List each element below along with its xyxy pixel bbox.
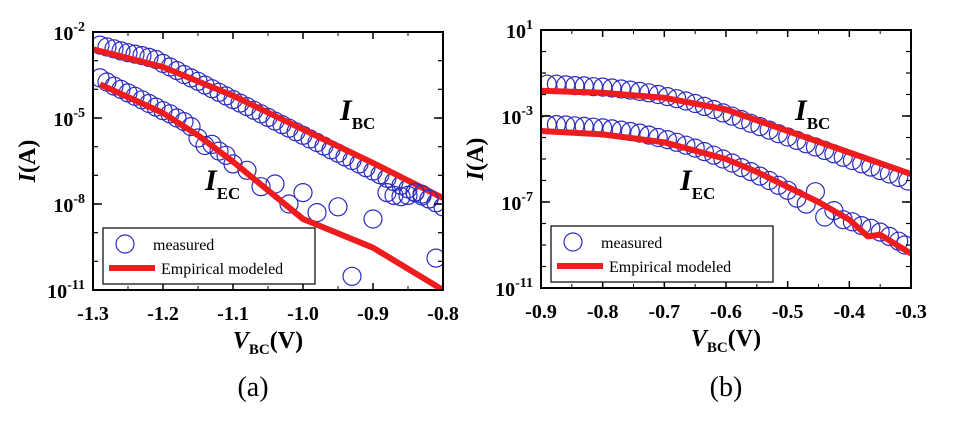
measured-series (541, 114, 911, 255)
x-tick-label: -1.0 (287, 303, 319, 325)
data-point (620, 80, 641, 100)
series-annotation: IEC (679, 164, 715, 203)
y-tick-label: 10-2 (53, 20, 85, 45)
x-axis-label: VBC(V) (233, 328, 303, 358)
data-point (391, 187, 411, 207)
data-point (870, 222, 890, 242)
data-point (97, 37, 117, 57)
panel-b: -0.9 -0.8 -0.7 -0.6 -0.5 -0.4 -0.310110-310-71… (463, 18, 927, 403)
data-point (363, 209, 383, 229)
data-point (111, 41, 131, 61)
x-tick-label: -1.2 (147, 303, 179, 325)
x-tick-label: -0.4 (833, 301, 865, 323)
data-point (405, 183, 425, 203)
data-point (328, 197, 348, 217)
data-point (307, 203, 327, 223)
data-point (342, 266, 362, 286)
x-tick-label: -1.1 (217, 303, 249, 325)
series-annotation: IBC (794, 94, 830, 133)
legend-box (102, 227, 316, 285)
x-tick-label: -0.9 (525, 301, 557, 323)
model-line (541, 87, 911, 177)
measured-series (93, 68, 443, 286)
data-point (118, 43, 138, 63)
x-tick-label: -0.9 (357, 303, 389, 325)
data-point (251, 177, 271, 197)
legend: measured Empirical modeled (550, 225, 774, 283)
x-tick-label: -0.8 (587, 301, 619, 323)
y-tick-label: 10-11 (47, 278, 85, 303)
data-point (223, 154, 243, 174)
y-tick-label: 101 (506, 18, 533, 43)
legend: measured Empirical modeled (102, 227, 316, 285)
x-tick-label: -0.3 (895, 301, 927, 323)
legend-label-measured: measured (153, 237, 214, 254)
data-point (188, 128, 208, 148)
y-tick-label: 10-11 (495, 276, 533, 301)
y-axis: 10-2 10-5 10-8 10-11 (47, 20, 443, 303)
x-axis-label: VBC(V) (691, 326, 761, 356)
y-axis: 101 10-3 10-7 10-11 (495, 18, 911, 301)
data-point (412, 184, 432, 204)
x-tick-label: -0.8 (427, 303, 459, 325)
data-point (611, 79, 631, 99)
model-line (98, 81, 443, 290)
plot-area (541, 74, 911, 257)
x-axis: -0.9 -0.8 -0.7 -0.6 -0.5 -0.4 -0.3 (525, 30, 927, 323)
x-tick-label: -0.5 (772, 301, 804, 323)
legend-marker-measured (115, 234, 135, 254)
y-tick-label: 10-7 (501, 190, 533, 215)
x-tick-label: -0.6 (710, 301, 742, 323)
data-point (602, 78, 622, 98)
y-axis-label: I(A) (463, 138, 489, 182)
y-tick-label: 10-8 (53, 192, 85, 217)
panel-label: (a) (237, 372, 268, 403)
x-tick-label: -1.3 (77, 303, 109, 325)
data-point (426, 248, 443, 268)
y-tick-label: 10-5 (53, 106, 85, 131)
legend-label-modeled: Empirical modeled (609, 259, 731, 276)
data-point (293, 183, 313, 203)
model-line (541, 128, 911, 257)
series-annotation: IBC (339, 94, 375, 133)
data-point (104, 39, 124, 59)
panel-label: (b) (710, 372, 743, 403)
data-point (639, 125, 659, 145)
data-point (125, 44, 145, 64)
data-point (639, 83, 659, 103)
legend-label-measured: measured (601, 235, 662, 252)
x-axis: -1.3 -1.2 -1.1 -1.0 -0.9 -0.8 (77, 32, 459, 325)
series-annotation: IEC (204, 164, 240, 203)
plot-area (93, 35, 443, 290)
x-tick-label: -0.7 (648, 301, 680, 323)
data-point (842, 212, 863, 232)
legend-label-modeled: Empirical modeled (161, 261, 283, 278)
panel-a: -1.3 -1.2 -1.1 -1.0 -0.9 -0.8 10-2 10-5 10-8 10-1… (15, 20, 459, 403)
data-point (202, 134, 222, 154)
data-point (384, 185, 404, 205)
model-line (93, 46, 443, 201)
data-point (630, 81, 650, 102)
data-point (419, 189, 439, 209)
data-point (593, 77, 613, 97)
y-tick-label: 10-3 (501, 104, 533, 129)
legend-box (550, 225, 774, 283)
y-axis-label: I(A) (15, 140, 41, 184)
data-point (237, 160, 257, 180)
legend-marker-measured (563, 232, 583, 252)
